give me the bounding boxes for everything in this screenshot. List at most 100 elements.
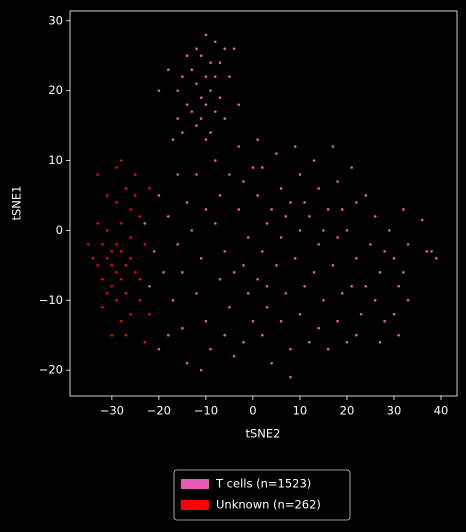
point xyxy=(124,187,128,190)
point xyxy=(138,278,142,281)
legend-swatch xyxy=(181,500,209,510)
legend-label: Unknown (n=262) xyxy=(216,498,321,512)
point xyxy=(312,159,316,162)
point xyxy=(355,257,358,260)
point xyxy=(162,271,165,274)
point xyxy=(115,271,118,274)
point xyxy=(124,264,128,267)
point xyxy=(115,166,118,169)
point xyxy=(223,117,227,120)
point xyxy=(138,298,142,302)
point xyxy=(364,194,368,197)
point xyxy=(110,250,114,253)
point xyxy=(91,257,95,260)
point xyxy=(171,138,175,141)
point xyxy=(214,159,217,162)
point xyxy=(101,305,104,309)
point xyxy=(293,145,297,148)
x-tick-label: −30 xyxy=(100,404,124,418)
point xyxy=(340,208,344,211)
point xyxy=(204,319,208,323)
point xyxy=(317,243,321,246)
point xyxy=(373,298,377,302)
point xyxy=(402,208,405,211)
point xyxy=(402,271,405,274)
point xyxy=(176,89,179,92)
point xyxy=(256,138,259,141)
point xyxy=(289,347,292,351)
point xyxy=(378,340,382,344)
point xyxy=(298,229,302,232)
point xyxy=(317,187,321,190)
point xyxy=(265,305,269,309)
point xyxy=(364,284,368,288)
point xyxy=(119,278,123,281)
point xyxy=(110,284,114,288)
point xyxy=(115,243,118,246)
point xyxy=(124,333,128,337)
point xyxy=(199,257,203,260)
point xyxy=(214,110,217,113)
point xyxy=(383,250,386,253)
point xyxy=(242,180,245,183)
point xyxy=(96,264,100,267)
point xyxy=(199,54,203,58)
point xyxy=(298,173,302,176)
point xyxy=(195,82,198,85)
plot-frame xyxy=(69,10,458,397)
y-tick-label: 20 xyxy=(48,83,63,97)
point xyxy=(218,278,222,281)
point xyxy=(148,284,151,288)
point xyxy=(87,243,90,246)
point xyxy=(218,194,222,197)
point xyxy=(199,368,203,372)
point xyxy=(129,236,132,239)
point xyxy=(166,333,170,337)
point xyxy=(134,173,137,176)
point xyxy=(181,131,184,134)
point xyxy=(237,208,241,211)
point xyxy=(326,347,330,351)
point xyxy=(275,152,278,155)
point xyxy=(134,194,137,197)
point xyxy=(322,229,325,232)
x-axis-label: tSNE2 xyxy=(246,427,281,441)
x-tick-label: 20 xyxy=(340,404,355,418)
point xyxy=(152,250,156,253)
point xyxy=(115,298,118,302)
point xyxy=(378,271,382,274)
point xyxy=(119,250,123,253)
point xyxy=(105,229,109,232)
point xyxy=(101,243,104,246)
point xyxy=(303,284,306,288)
point xyxy=(355,201,358,204)
point xyxy=(105,194,109,197)
point xyxy=(101,278,104,281)
point xyxy=(261,250,264,253)
point xyxy=(185,103,189,106)
point xyxy=(223,250,227,253)
point xyxy=(397,284,400,288)
point xyxy=(209,89,212,92)
point xyxy=(129,312,132,316)
point xyxy=(185,361,189,365)
point xyxy=(214,40,217,44)
point xyxy=(435,257,438,260)
point xyxy=(115,201,118,204)
point xyxy=(181,271,184,274)
y-tick-label: 0 xyxy=(56,223,63,237)
point xyxy=(242,264,245,267)
legend-box xyxy=(173,469,351,521)
point xyxy=(237,103,241,106)
point xyxy=(223,47,227,51)
point xyxy=(129,208,132,211)
point xyxy=(322,298,325,302)
point xyxy=(406,298,410,302)
x-tick-label: 40 xyxy=(434,404,449,418)
legend-swatch xyxy=(181,479,209,489)
point xyxy=(275,264,278,267)
point xyxy=(355,333,358,337)
